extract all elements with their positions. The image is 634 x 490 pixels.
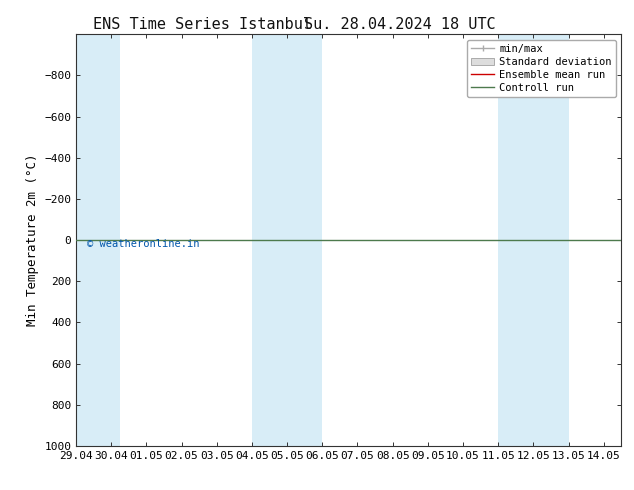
Text: © weatheronline.in: © weatheronline.in [87,239,200,249]
Y-axis label: Min Temperature 2m (°C): Min Temperature 2m (°C) [25,154,39,326]
Text: ENS Time Series Istanbul: ENS Time Series Istanbul [93,17,313,32]
Bar [252,34,322,446]
Bar [498,34,569,446]
Legend: min/max, Standard deviation, Ensemble mean run, Controll run: min/max, Standard deviation, Ensemble me… [467,40,616,97]
Text: Su. 28.04.2024 18 UTC: Su. 28.04.2024 18 UTC [304,17,495,32]
Bar [76,34,120,446]
